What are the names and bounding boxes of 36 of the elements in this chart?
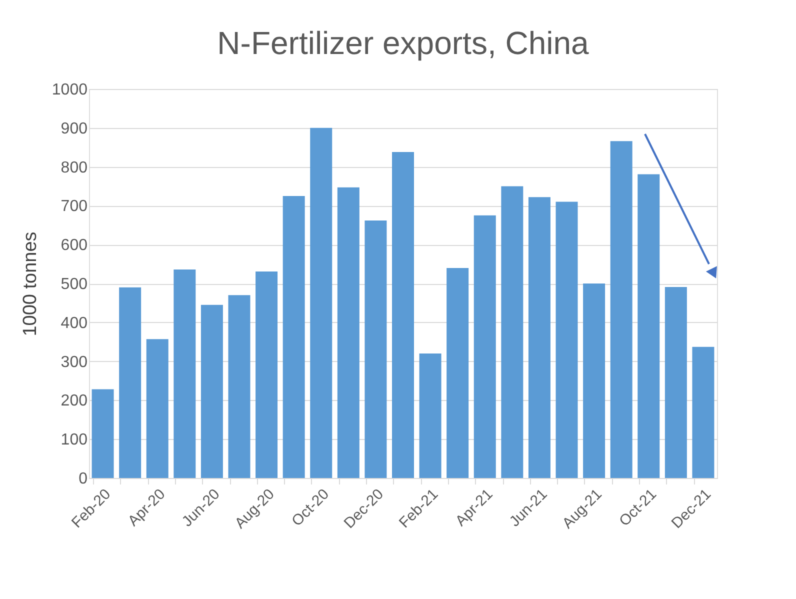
bar [200,304,223,478]
bar [664,287,687,478]
bar [174,269,196,478]
y-tick-label: 700 [60,198,88,216]
bar [556,202,578,478]
bar [583,284,606,478]
bar [419,354,442,478]
y-tick-label: 200 [60,392,88,410]
y-tick-label: 800 [60,159,88,176]
y-tick-label: 600 [60,237,88,254]
y-tick-label: 500 [60,276,88,293]
bar [638,174,660,478]
bar [282,196,305,478]
y-tick-label: 900 [60,120,88,138]
bar [256,271,278,478]
bar [337,187,360,478]
bar [146,339,168,478]
y-tick-label: 1000 [52,82,88,98]
bar [692,346,714,478]
bar [228,295,250,478]
bar [119,287,142,478]
bar [364,220,387,478]
bar [446,268,469,478]
y-tick-label: 0 [78,470,88,488]
bar [528,197,550,478]
bar [92,389,114,478]
y-tick-label: 400 [60,314,88,332]
bar [610,141,632,478]
bar [392,152,414,478]
bar [310,128,332,478]
y-axis-title: 1000 tonnes [20,232,41,336]
chart-title: N-Fertilizer exports, China [217,25,590,61]
bar [501,186,524,478]
y-tick-label: 100 [60,432,88,449]
y-tick-label: 300 [60,354,88,371]
bar [474,215,496,478]
